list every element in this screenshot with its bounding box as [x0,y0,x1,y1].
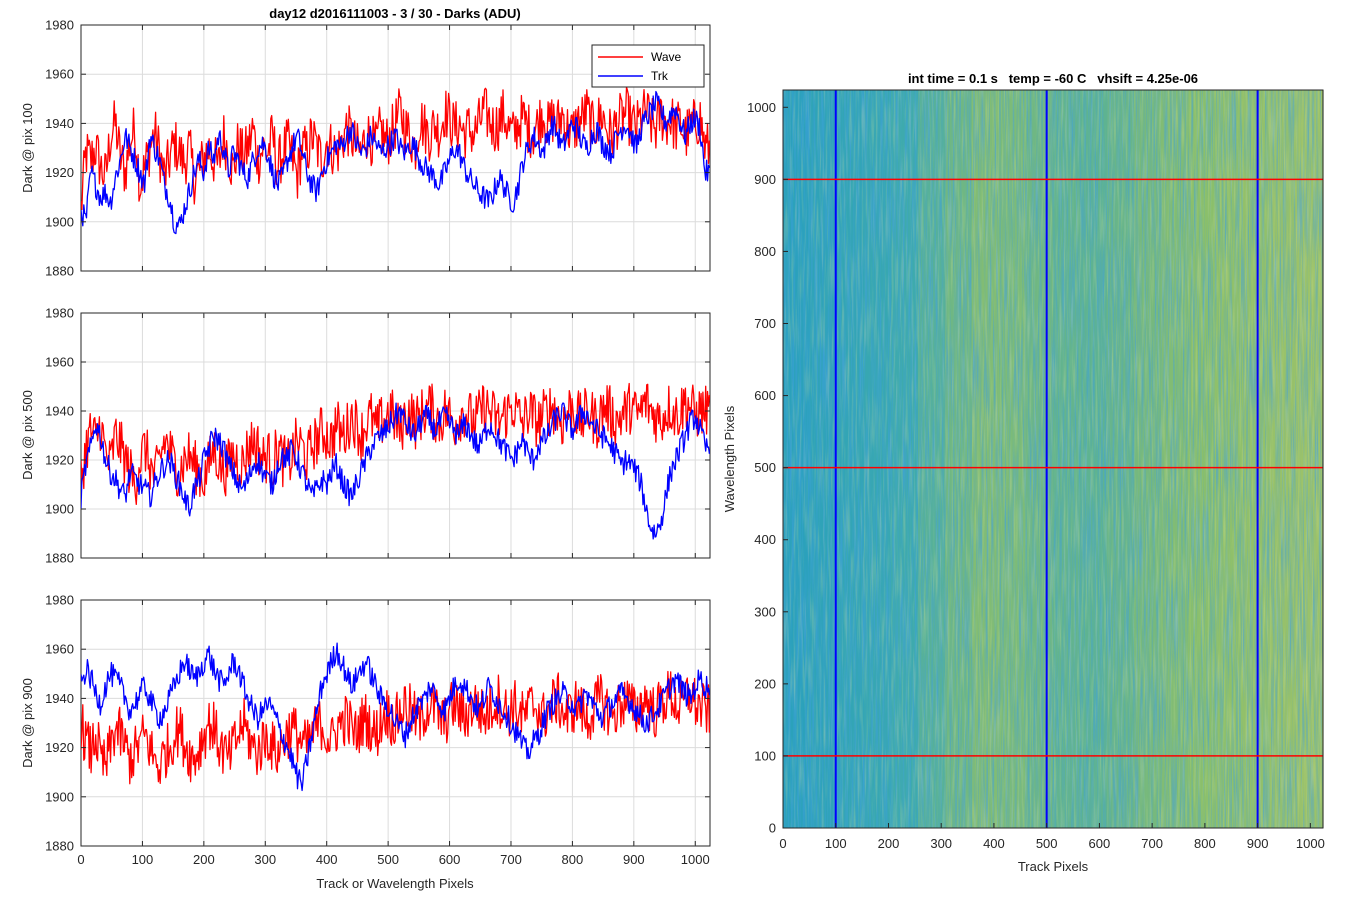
x-ticks: 0 100 200 300 400 500 600 700 800 900 1000 [77,600,710,867]
y-tick-label: 1980 [45,18,74,33]
legend-box [591,44,705,88]
legend-label-wave: Wave [651,50,682,64]
y-tick-label: 1940 [45,116,74,131]
series-lines [81,382,710,540]
series-line-wave [81,86,710,211]
y-tick-label: 1900 [45,789,74,804]
panel-pix-100: 1880 1900 1920 1940 1960 1980 day12 d20161110… [20,6,711,279]
heatmap-y-tick-label: 400 [754,532,776,547]
heatmap-y-tick-label: 900 [754,172,776,187]
y-tick-label: 1940 [45,404,74,419]
heatmap-x-axis-label: Track Pixels [1018,859,1089,874]
y-axis-label: Dark @ pix 900 [20,678,35,768]
x-axis-label: Track or Wavelength Pixels [316,876,474,891]
panel-heatmap: 0 100 200 300 400 500 600 700 800 900 1000 0 100 200… [722,71,1325,874]
y-axis-label: Dark @ pix 500 [20,390,35,480]
x-tick-label: 500 [377,852,399,867]
y-tick-label: 1920 [45,453,74,468]
series-line-trk [81,90,710,235]
chart-title: day12 d2016111003 - 3 / 30 - Darks (ADU) [269,6,520,21]
y-tick-label: 1940 [45,691,74,706]
x-tick-label: 800 [562,852,584,867]
panel-pix-500: 1880 1900 1920 1940 1960 1980 Dark @ pix 500 [20,306,711,566]
y-tick-label: 1880 [45,264,74,279]
x-tick-label: 600 [439,852,461,867]
series-lines [81,86,710,235]
heatmap-y-tick-label: 1000 [747,100,776,115]
x-tick-label: 300 [254,852,276,867]
y-tick-label: 1900 [45,502,74,517]
x-tick-label: 700 [500,852,522,867]
y-tick-label: 1960 [45,642,74,657]
heatmap-y-tick-label: 500 [754,460,776,475]
series-lines [81,642,710,792]
y-tick-label: 1980 [45,306,74,321]
y-axis-label: Dark @ pix 100 [20,103,35,193]
y-tick-label: 1880 [45,551,74,566]
x-tick-label: 0 [77,852,84,867]
y-ticks: 1880 1900 1920 1940 1960 1980 [45,306,710,566]
y-tick-label: 1880 [45,839,74,854]
heatmap-x-tick-label: 600 [1089,836,1111,851]
heatmap-x-tick-label: 900 [1247,836,1269,851]
series-line-trk [81,642,710,792]
y-ticks: 1880 1900 1920 1940 1960 1980 [45,18,710,279]
heatmap-y-ticks: 0 100 200 300 400 500 600 700 800 900 1000 [747,100,788,836]
series-line-trk [81,402,710,540]
y-tick-label: 1980 [45,593,74,608]
heatmap-title: int time = 0.1 s temp = -60 C vhsift = 4… [908,71,1198,86]
heatmap-y-tick-label: 600 [754,388,776,403]
x-ticks [80,25,696,271]
heatmap-texture-light [783,90,1323,828]
heatmap-x-tick-label: 500 [1036,836,1058,851]
heatmap-y-tick-label: 300 [754,604,776,619]
series-line-wave [81,670,710,785]
heatmap-x-tick-label: 300 [930,836,952,851]
y-tick-label: 1920 [45,740,74,755]
x-tick-label: 900 [623,852,645,867]
heatmap-y-tick-label: 800 [754,244,776,259]
heatmap-y-tick-label: 700 [754,316,776,331]
x-tick-label: 100 [132,852,154,867]
heatmap-frame [782,89,1324,829]
legend-label-trk: Trk [651,69,669,83]
panel-pix-900: 1880 1900 1920 1940 1960 1980 0 100 200 300 400 50… [20,593,711,891]
y-tick-label: 1920 [45,165,74,180]
heatmap-x-ticks: 0 100 200 300 400 500 600 700 800 900 1000 [779,823,1325,851]
y-tick-label: 1960 [45,67,74,82]
x-ticks [80,313,696,558]
heatmap-y-tick-label: 200 [754,676,776,691]
legend: Wave Trk [591,44,705,88]
heatmap-x-tick-label: 0 [779,836,786,851]
heatmap-x-tick-label: 800 [1194,836,1216,851]
y-tick-label: 1960 [45,355,74,370]
heatmap-y-tick-label: 100 [754,748,776,763]
heatmap-markers [783,90,1323,828]
heatmap-y-axis-label: Wavelength Pixels [722,405,737,512]
y-tick-label: 1900 [45,214,74,229]
heatmap-x-tick-label: 700 [1141,836,1163,851]
heatmap-x-tick-label: 1000 [1296,836,1325,851]
x-tick-label: 200 [193,852,215,867]
x-tick-label: 1000 [681,852,710,867]
heatmap-x-tick-label: 400 [983,836,1005,851]
heatmap-y-tick-label: 0 [769,821,776,836]
x-tick-label: 400 [316,852,338,867]
heatmap-x-tick-label: 100 [825,836,847,851]
heatmap-x-tick-label: 200 [878,836,900,851]
y-ticks: 1880 1900 1920 1940 1960 1980 [45,593,710,854]
